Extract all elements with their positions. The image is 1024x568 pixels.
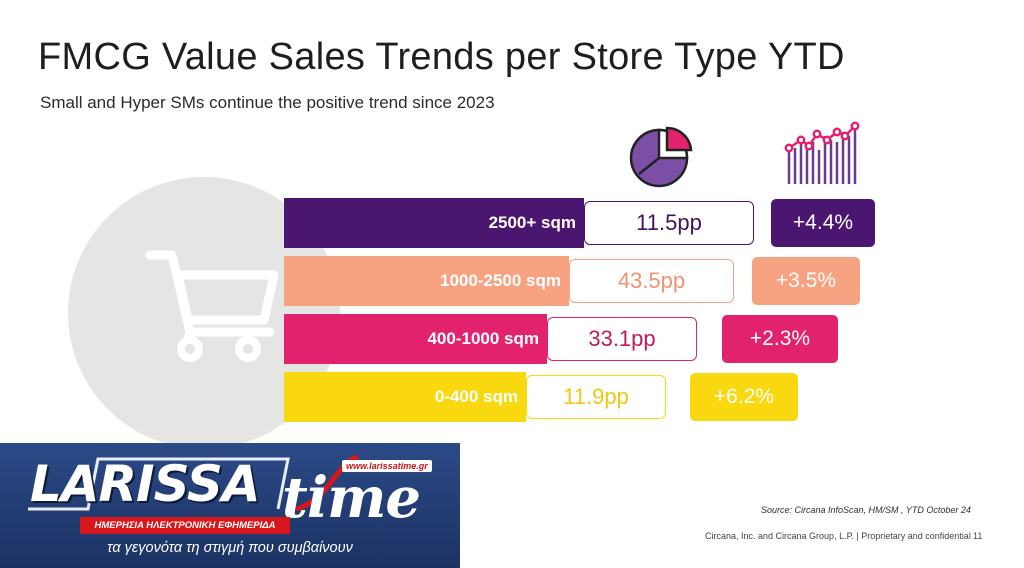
pie-chart-icon: [629, 126, 693, 188]
page-number: 11: [973, 531, 983, 541]
trend-value-box: +4.4%: [771, 199, 875, 247]
trend-value-box: +3.5%: [752, 257, 860, 305]
share-value-box: 11.5pp: [584, 201, 754, 245]
shopping-cart-icon: [145, 250, 279, 362]
source-note: Source: Circana InfoScan, HM/SM , YTD Oc…: [761, 505, 971, 515]
store-type-bar: 0-400 sqm: [284, 372, 526, 422]
logo-tagline: τα γεγονότα τη στιγμή που συμβαίνουν: [107, 540, 353, 556]
logo-url: www.larissatime.gr: [342, 460, 432, 472]
logo-word: LARISSA: [30, 455, 261, 513]
trend-value-box: +6.2%: [690, 373, 798, 421]
share-value-box: 33.1pp: [547, 317, 697, 361]
logo-strap: ΗΜΕΡΗΣΙΑ ΗΛΕΚΤΡΟΝΙΚΗ ΕΦΗΜΕΡΙΔΑ: [80, 517, 290, 534]
bar-line-chart-icon: [784, 121, 860, 184]
copyright-note: Circana, Inc. and Circana Group, L.P. | …: [705, 531, 971, 541]
larissatime-logo: LARISSA time www.larissatime.gr ΗΜΕΡΗΣΙΑ…: [0, 443, 460, 568]
store-type-label: 400-1000 sqm: [427, 329, 539, 348]
logo-swoosh-icon: [28, 454, 359, 512]
store-type-bar: 1000-2500 sqm: [284, 256, 569, 306]
share-value-box: 11.9pp: [526, 375, 666, 419]
page-title: FMCG Value Sales Trends per Store Type Y…: [38, 36, 845, 78]
store-type-label: 0-400 sqm: [434, 387, 518, 406]
store-type-label: 1000-2500 sqm: [440, 271, 561, 290]
trend-value-box: +2.3%: [722, 315, 838, 363]
store-type-bar: 400-1000 sqm: [284, 314, 547, 364]
store-type-bar: 2500+ sqm: [284, 198, 584, 248]
store-type-label: 2500+ sqm: [488, 213, 576, 232]
share-value-box: 43.5pp: [569, 259, 734, 303]
logo-time: time: [282, 465, 421, 531]
page-subtitle: Small and Hyper SMs continue the positiv…: [40, 93, 495, 112]
